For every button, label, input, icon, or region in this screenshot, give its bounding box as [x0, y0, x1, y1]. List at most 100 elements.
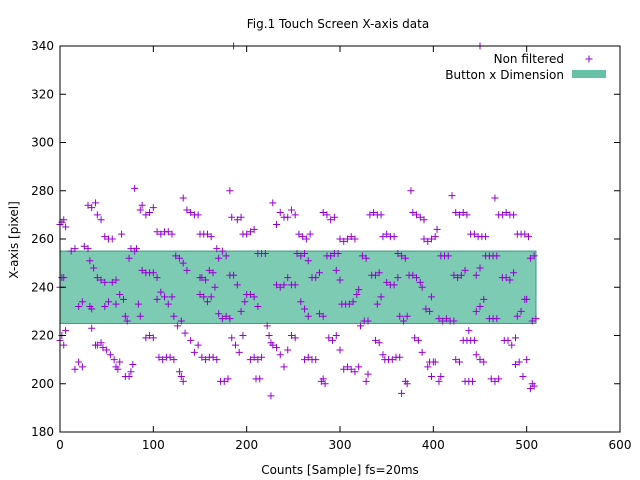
- data-point: [84, 245, 92, 253]
- data-point: [291, 334, 299, 342]
- data-point: [261, 249, 269, 257]
- data-point: [409, 271, 417, 279]
- data-point: [78, 298, 86, 306]
- data-point: [476, 264, 484, 272]
- data-point: [258, 353, 266, 361]
- data-point: [515, 358, 523, 366]
- data-point: [332, 266, 340, 274]
- data-point: [149, 269, 157, 277]
- data-point: [131, 184, 139, 192]
- data-point: [442, 315, 450, 323]
- data-point: [530, 252, 538, 260]
- data-point: [256, 375, 264, 383]
- data-point: [472, 271, 480, 279]
- data-point: [228, 334, 236, 342]
- data-point: [407, 187, 415, 195]
- data-point: [207, 233, 215, 241]
- data-point: [491, 377, 499, 385]
- data-point: [157, 288, 165, 296]
- data-point: [291, 211, 299, 219]
- data-point: [373, 300, 381, 308]
- data-point: [439, 317, 447, 325]
- x-tick-label: 100: [142, 438, 165, 452]
- data-point: [377, 293, 385, 301]
- data-point: [106, 351, 114, 359]
- data-point: [357, 322, 365, 330]
- data-point: [267, 392, 275, 400]
- data-point: [517, 307, 525, 315]
- data-point: [179, 259, 187, 267]
- data-point: [450, 271, 458, 279]
- data-point: [183, 206, 191, 214]
- data-point: [84, 201, 92, 209]
- data-point: [215, 254, 223, 262]
- data-point: [60, 341, 68, 349]
- data-point: [284, 346, 292, 354]
- data-point: [480, 358, 488, 366]
- data-point: [284, 213, 292, 221]
- x-axis-label: Counts [Sample] fs=20ms: [261, 463, 419, 477]
- data-point: [426, 307, 434, 315]
- data-point: [491, 194, 499, 202]
- data-point: [146, 208, 154, 216]
- data-point: [157, 230, 165, 238]
- data-point: [213, 356, 221, 364]
- data-point: [351, 368, 359, 376]
- data-point: [454, 274, 462, 282]
- data-point: [364, 370, 372, 378]
- data-point: [319, 375, 327, 383]
- data-point: [71, 365, 79, 373]
- chart-title: Fig.1 Touch Screen X-axis data: [247, 17, 429, 31]
- data-point: [435, 377, 443, 385]
- data-point: [455, 358, 463, 366]
- data-point: [196, 290, 204, 298]
- data-point: [366, 211, 374, 219]
- data-point: [136, 206, 144, 214]
- data-point: [153, 295, 161, 303]
- data-point: [110, 356, 118, 364]
- data-point: [528, 317, 536, 325]
- data-point: [502, 208, 510, 216]
- data-point: [99, 344, 107, 352]
- data-point: [347, 365, 355, 373]
- data-point: [302, 235, 310, 243]
- data-point: [125, 254, 133, 262]
- data-point: [170, 356, 178, 364]
- data-point: [502, 274, 510, 282]
- data-point: [103, 346, 111, 354]
- data-point: [138, 266, 146, 274]
- data-point: [246, 290, 254, 298]
- data-point: [213, 245, 221, 253]
- data-point: [170, 312, 178, 320]
- data-point: [194, 211, 202, 219]
- data-point: [62, 327, 70, 335]
- data-point: [476, 303, 484, 311]
- data-point: [90, 264, 98, 272]
- data-point: [513, 312, 521, 320]
- data-point: [523, 295, 531, 303]
- data-point: [476, 356, 484, 364]
- data-point: [250, 225, 258, 233]
- data-point: [482, 233, 490, 241]
- y-tick-label: 320: [31, 87, 54, 101]
- x-tick-label: 400: [422, 438, 445, 452]
- data-point: [291, 281, 299, 289]
- data-point: [472, 307, 480, 315]
- data-point: [200, 293, 208, 301]
- data-point: [101, 278, 109, 286]
- data-point: [187, 208, 195, 216]
- data-point: [383, 230, 391, 238]
- data-point: [390, 281, 398, 289]
- data-point: [287, 206, 295, 214]
- legend-label-button-dimension: Button x Dimension: [445, 68, 564, 82]
- data-point: [174, 322, 182, 330]
- data-point: [355, 363, 363, 371]
- data-point: [168, 293, 176, 301]
- data-point: [332, 332, 340, 339]
- data-point: [433, 225, 441, 233]
- data-point: [119, 295, 127, 303]
- data-point: [521, 230, 529, 238]
- data-point: [146, 332, 154, 339]
- data-point: [190, 348, 198, 356]
- data-point: [414, 336, 422, 344]
